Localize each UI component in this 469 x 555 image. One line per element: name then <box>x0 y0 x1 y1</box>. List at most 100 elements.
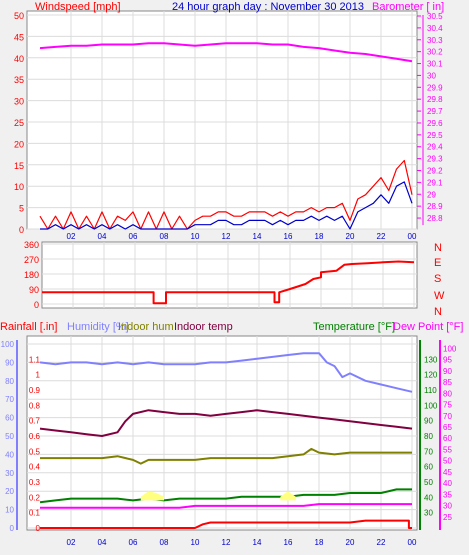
temperature-tick-label: 50 <box>424 478 433 487</box>
x-tick-label: 12 <box>222 538 231 547</box>
humidity-tick-label: 40 <box>5 450 14 459</box>
barometer-tick-label: 30 <box>427 71 436 80</box>
temperature-tick-label: 110 <box>424 386 437 395</box>
x-tick-label: 08 <box>160 538 169 547</box>
windspeed-tick-label: 40 <box>14 54 24 64</box>
series-line-wind-direction <box>42 260 415 305</box>
x-tick-label: 10 <box>191 232 200 241</box>
dewpoint-tick-label: 95 <box>443 356 452 365</box>
windspeed-tick-label: 30 <box>14 97 24 107</box>
x-tick-label: 18 <box>315 538 324 547</box>
x-tick-label: 22 <box>377 232 386 241</box>
windspeed-tick-label: 35 <box>14 75 24 85</box>
chart-title: 24 hour graph day : November 30 2013 <box>172 1 364 13</box>
barometer-tick-label: 29.4 <box>427 143 443 152</box>
temperature-tick-label: 60 <box>424 463 433 472</box>
temperature-tick-label: 90 <box>424 417 433 426</box>
series-line-gust <box>39 159 413 230</box>
series-line-barometer <box>39 42 413 63</box>
barometer-tick-label: 28.9 <box>427 202 443 211</box>
barometer-tick-label: 30.2 <box>427 48 443 57</box>
x-tick-label: 20 <box>346 538 355 547</box>
compass-label: S <box>434 273 441 285</box>
x-tick-label: 00 <box>408 232 417 241</box>
humidity-tick-label: 50 <box>5 432 14 441</box>
x-tick-label: 08 <box>160 232 169 241</box>
x-tick-label: 22 <box>377 538 386 547</box>
humidity-tick-label: 10 <box>5 506 14 515</box>
windspeed-tick-label: 25 <box>14 118 24 128</box>
rain-tick-label: 0.3 <box>29 478 41 487</box>
series-line-indoor-temp <box>39 409 413 437</box>
rain-tick-label: 1.1 <box>29 355 41 364</box>
dewpoint-tick-label: 75 <box>443 401 452 410</box>
series-line-rainfall <box>40 519 412 529</box>
humidity-tick-label: 30 <box>5 469 14 478</box>
rain-tick-label: 0.2 <box>29 493 41 502</box>
rain-tick-label: 0.6 <box>29 432 41 441</box>
x-tick-label: 14 <box>253 538 262 547</box>
dewpoint-tick-label: 60 <box>443 434 452 443</box>
barometer-tick-label: 29.5 <box>427 131 443 140</box>
x-tick-label: 16 <box>284 232 293 241</box>
barometer-tick-label: 29.2 <box>427 167 443 176</box>
legend-label: Humidity [%] <box>67 321 129 333</box>
barometer-tick-label: 30.3 <box>427 36 443 45</box>
humidity-tick-label: 20 <box>5 487 14 496</box>
windspeed-axis-label: Windspeed [mph] <box>35 1 121 13</box>
rain-tick-label: 0.4 <box>29 463 41 472</box>
temperature-tick-label: 40 <box>424 493 433 502</box>
windspeed-tick-label: 20 <box>14 139 24 149</box>
humidity-tick-label: 70 <box>5 395 14 404</box>
temperature-tick-label: 80 <box>424 432 433 441</box>
windspeed-tick-label: 45 <box>14 32 24 42</box>
rain-tick-label: 0 <box>36 524 41 533</box>
humidity-tick-label: 60 <box>5 414 14 423</box>
barometer-tick-label: 29.8 <box>427 95 443 104</box>
temperature-tick-label: 130 <box>424 355 438 364</box>
windspeed-tick-label: 15 <box>14 161 24 171</box>
temperature-panel-marks <box>39 352 413 529</box>
compass-label: W <box>434 290 445 302</box>
humidity-tick-label: 0 <box>10 524 15 533</box>
dewpoint-tick-label: 80 <box>443 389 452 398</box>
barometer-tick-label: 29.1 <box>427 178 443 187</box>
barometer-tick-label: 29.9 <box>427 83 443 92</box>
legend-label: Rainfall [.in] <box>0 321 57 333</box>
series-line-humidity <box>39 352 413 393</box>
x-tick-label: 04 <box>98 538 107 547</box>
legend-label: Indoor hum <box>118 321 174 333</box>
x-tick-label: 02 <box>67 538 76 547</box>
barometer-tick-label: 30.4 <box>427 24 443 33</box>
x-tick-label: 02 <box>67 232 76 241</box>
humidity-tick-label: 90 <box>5 358 14 367</box>
barometer-tick-label: 29.3 <box>427 155 443 164</box>
dewpoint-tick-label: 50 <box>443 457 452 466</box>
windspeed-tick-label: 50 <box>14 11 24 21</box>
wind-panel-marks <box>39 42 413 230</box>
x-tick-label: 18 <box>315 232 324 241</box>
series-line-indoor-hum <box>40 447 412 465</box>
series-line-dew-point <box>40 503 412 509</box>
dewpoint-tick-label: 65 <box>443 423 452 432</box>
dewpoint-tick-label: 35 <box>443 490 452 499</box>
barometer-axis-label: Barometer [ in] <box>372 1 444 13</box>
wind-direction-panel <box>41 241 418 309</box>
legend-label: Temperature [°F] <box>313 321 395 333</box>
x-tick-label: 14 <box>253 232 262 241</box>
dewpoint-tick-label: 45 <box>443 468 452 477</box>
temperature-panel <box>26 335 418 531</box>
direction-tick-label: 90 <box>29 285 39 295</box>
direction-tick-label: 270 <box>24 255 39 265</box>
humidity-tick-label: 100 <box>1 340 15 349</box>
dewpoint-tick-label: 70 <box>443 412 452 421</box>
direction-tick-label: 360 <box>24 240 39 250</box>
rain-tick-label: 0.1 <box>29 509 41 518</box>
series-line-windspeed <box>40 181 413 230</box>
x-tick-label: 20 <box>346 232 355 241</box>
series-line-temperature <box>39 488 412 504</box>
dewpoint-tick-label: 55 <box>443 445 452 454</box>
x-tick-label: 12 <box>222 232 231 241</box>
